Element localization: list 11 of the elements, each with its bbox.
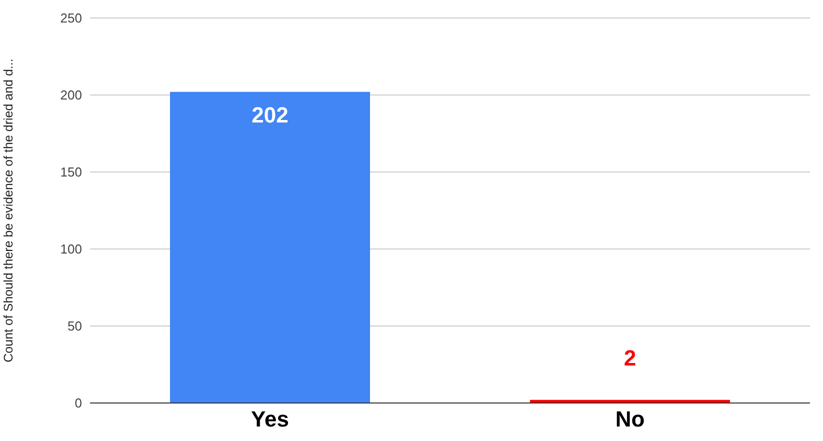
y-tick-label: 200	[60, 88, 82, 103]
x-tick-label: No	[615, 406, 645, 432]
y-tick-label: 100	[60, 242, 82, 257]
y-tick-label: 50	[68, 318, 82, 334]
data-label: 2	[624, 346, 636, 371]
y-tick-label: 250	[60, 10, 82, 26]
data-label: 202	[252, 102, 288, 128]
y-axis-title: Count of Should there be evidence of the dried and d...	[1, 58, 16, 362]
y-tick-label: 0	[74, 396, 82, 411]
y-tick-label: 150	[60, 164, 82, 180]
x-tick-label: Yes	[251, 406, 289, 432]
